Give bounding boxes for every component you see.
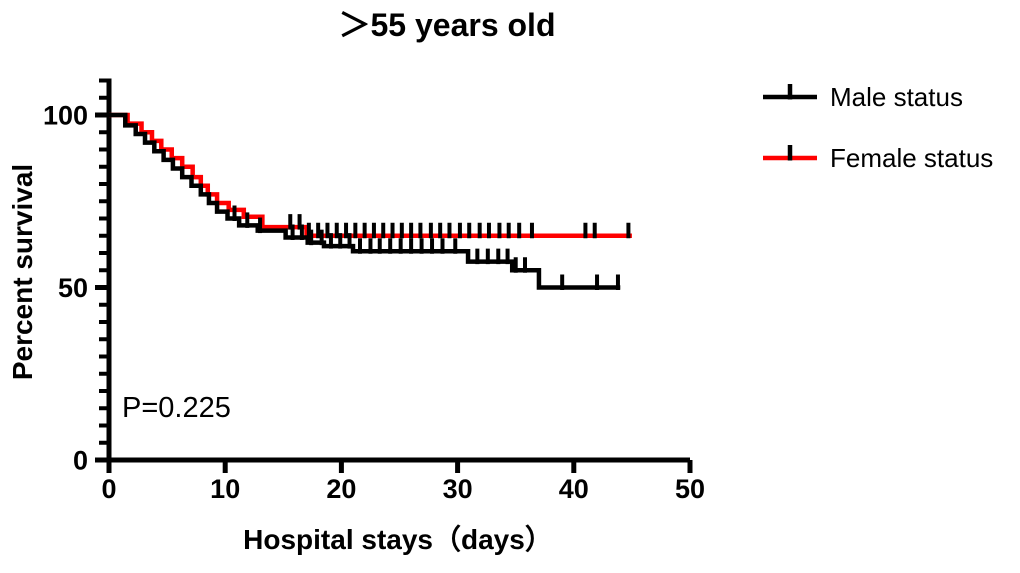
legend-male-label: Male status [830, 82, 963, 112]
x-axis-tick-label: 40 [559, 474, 589, 504]
legend-female-label: Female status [830, 143, 993, 173]
legend-item-female: Female status [763, 143, 993, 173]
x-axis-tick-label: 30 [443, 474, 473, 504]
x-axis-label: Hospital stays（days） [243, 523, 553, 555]
male-survival-curve [109, 112, 621, 290]
chart-title: ＞55 years old [338, 7, 555, 43]
y-axis: 0 50 100 [43, 78, 112, 476]
p-value-annotation: P=0.225 [122, 392, 231, 424]
x-axis: 0 10 20 30 40 50 [101, 457, 705, 504]
x-axis-tick-label: 50 [675, 474, 705, 504]
x-axis-tick-label: 0 [101, 474, 116, 504]
x-axis-tick-label: 20 [326, 474, 356, 504]
legend: Male status Female status [763, 82, 993, 173]
censor-ticks [232, 205, 631, 290]
legend-item-male: Male status [763, 82, 963, 112]
y-axis-tick-label: 50 [58, 273, 88, 303]
y-axis-tick-label: 100 [43, 101, 88, 131]
y-axis-tick-label: 0 [73, 446, 88, 476]
survival-curves [109, 112, 632, 290]
y-axis-label: Percent survival [7, 164, 38, 380]
x-axis-tick-label: 10 [210, 474, 240, 504]
